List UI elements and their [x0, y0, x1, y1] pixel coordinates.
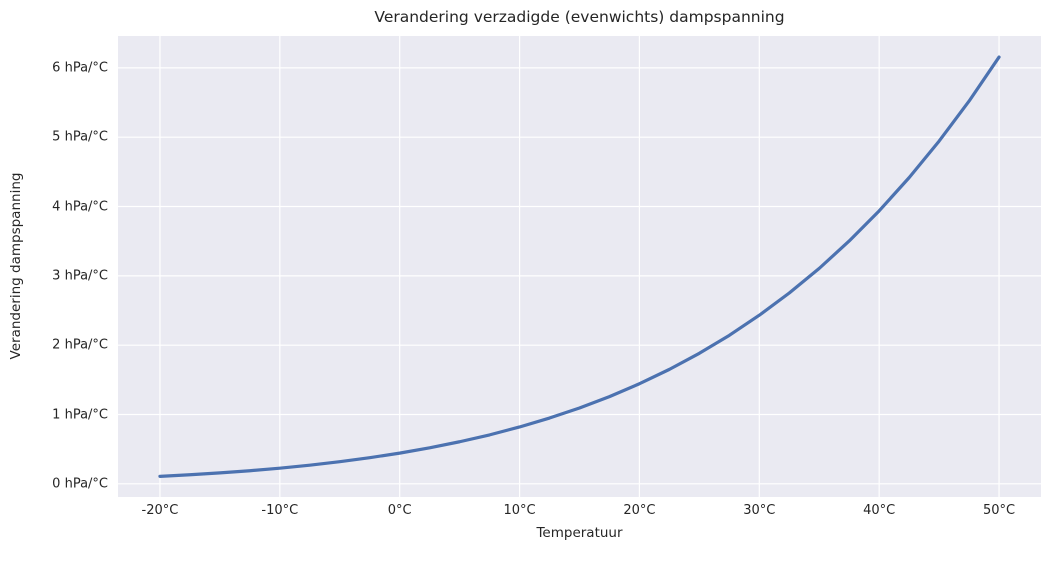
y-tick-label: 4 hPa/°C	[52, 199, 108, 215]
y-tick-label: 5 hPa/°C	[52, 129, 108, 145]
x-tick-label: 30°C	[743, 503, 776, 518]
data-curve	[158, 55, 1001, 478]
x-tick-label: 40°C	[863, 503, 896, 518]
plot-area	[118, 36, 1041, 497]
x-tick-label: -10°C	[261, 503, 299, 518]
x-axis-label: Temperatuur	[536, 525, 623, 541]
y-tick-label: 2 hPa/°C	[52, 337, 108, 353]
y-tick-label: 0 hPa/°C	[52, 476, 108, 492]
x-tick-label: -20°C	[141, 503, 179, 518]
y-tick-label: 3 hPa/°C	[52, 268, 108, 284]
y-tick-label: 1 hPa/°C	[52, 407, 108, 422]
chart-title: Verandering verzadigde (evenwichts) damp…	[374, 8, 785, 26]
x-tick-label: 10°C	[503, 503, 536, 518]
x-tick-label: 50°C	[982, 503, 1016, 518]
x-tick-label: 20°C	[623, 503, 656, 518]
plot-canvas	[118, 36, 1041, 497]
x-tick-label: 0°C	[387, 503, 412, 518]
y-tick-label: 6 hPa/°C	[52, 60, 108, 76]
